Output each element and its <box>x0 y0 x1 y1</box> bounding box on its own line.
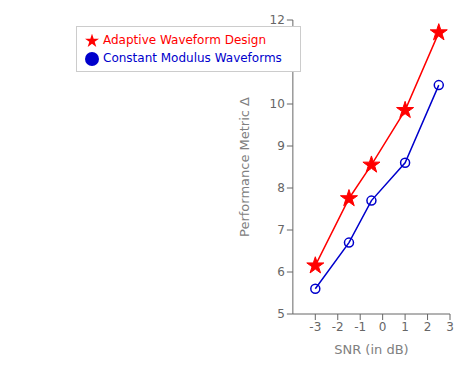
svg-text:Performance Metric Δ: Performance Metric Δ <box>237 97 252 237</box>
svg-text:5: 5 <box>277 307 285 321</box>
svg-text:1: 1 <box>401 320 409 334</box>
svg-text:0: 0 <box>379 320 387 334</box>
svg-text:12: 12 <box>270 13 285 27</box>
svg-text:9: 9 <box>277 139 285 153</box>
svg-text:6: 6 <box>277 265 285 279</box>
svg-text:11: 11 <box>270 55 285 69</box>
svg-text:10: 10 <box>270 97 285 111</box>
svg-text:-2: -2 <box>332 320 344 334</box>
svg-text:3: 3 <box>446 320 454 334</box>
svg-text:-1: -1 <box>354 320 366 334</box>
svg-text:8: 8 <box>277 181 285 195</box>
svg-text:2: 2 <box>424 320 432 334</box>
svg-text:SNR (in dB): SNR (in dB) <box>334 342 408 357</box>
svg-text:-3: -3 <box>309 320 321 334</box>
svg-text:7: 7 <box>277 223 285 237</box>
